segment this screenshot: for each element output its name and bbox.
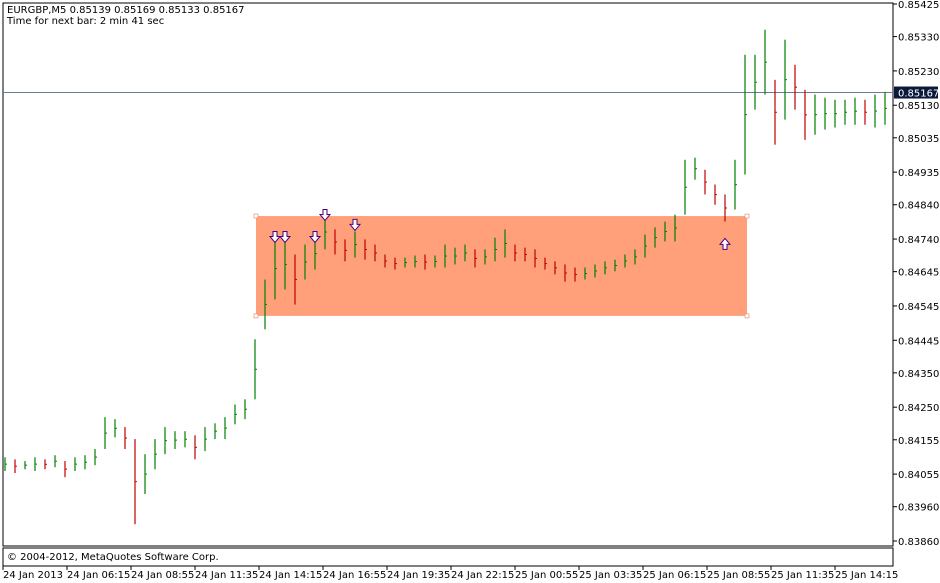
y-tick-label: 0.85425 [898, 0, 939, 11]
signal-arrow [308, 230, 322, 244]
x-tick-label: 25 Jan 11:35 [771, 570, 834, 581]
range-rectangle [256, 216, 747, 316]
indicator-footer: © 2004-2012, MetaQuotes Software Corp. [7, 552, 219, 563]
x-tick-label: 24 Jan 11:35 [195, 570, 258, 581]
y-tick-label: 0.83860 [898, 537, 939, 548]
y-tick-label: 0.85130 [898, 101, 939, 112]
current-price-label: 0.85167 [898, 89, 939, 100]
y-tick-label: 0.84740 [898, 235, 939, 246]
y-tick-label: 0.84350 [898, 369, 939, 380]
rectangle-handle [253, 213, 259, 219]
signal-arrow [718, 237, 732, 250]
y-tick-label: 0.85230 [898, 67, 939, 78]
y-tick-label: 0.85330 [898, 33, 939, 44]
x-tick-label: 25 Jan 14:15 [835, 570, 898, 581]
x-tick-label: 24 Jan 06:15 [67, 570, 130, 581]
x-tick-label: 25 Jan 00:55 [515, 570, 578, 581]
signal-arrow [348, 218, 362, 232]
y-tick-label: 0.84545 [898, 302, 939, 313]
x-tick-label: 25 Jan 06:15 [643, 570, 706, 581]
rectangle-handle [744, 213, 750, 219]
signal-arrow [268, 230, 282, 244]
rectangle-handle [744, 313, 750, 319]
rectangle-handle [253, 313, 259, 319]
signal-arrow [318, 208, 332, 222]
y-tick-label: 0.83960 [898, 503, 939, 514]
current-price-box [894, 86, 938, 99]
x-tick-label: 24 Jan 08:55 [131, 570, 194, 581]
y-tick-label: 0.85035 [898, 134, 939, 145]
x-tick-label: 24 Jan 19:35 [387, 570, 450, 581]
indicator-window [2, 547, 894, 567]
y-tick-label: 0.84445 [898, 336, 939, 347]
y-tick-label: 0.84250 [898, 403, 939, 414]
y-tick-label: 0.84645 [898, 268, 939, 279]
x-tick-label: 24 Jan 2013 [3, 570, 63, 581]
x-tick-label: 25 Jan 08:55 [707, 570, 770, 581]
x-tick-label: 24 Jan 16:55 [323, 570, 386, 581]
timer-text: Time for next bar: 2 min 41 sec [6, 16, 164, 27]
x-tick-label: 24 Jan 22:15 [451, 570, 514, 581]
y-tick-label: 0.84935 [898, 168, 939, 179]
chart-title: EURGBP,M5 0.85139 0.85169 0.85133 0.8516… [7, 5, 245, 16]
y-tick-label: 0.84840 [898, 201, 939, 212]
signal-arrow [278, 230, 292, 244]
x-tick-label: 25 Jan 03:35 [579, 570, 642, 581]
x-tick-label: 24 Jan 14:15 [259, 570, 322, 581]
y-tick-label: 0.84055 [898, 470, 939, 481]
y-tick-label: 0.84155 [898, 436, 939, 447]
